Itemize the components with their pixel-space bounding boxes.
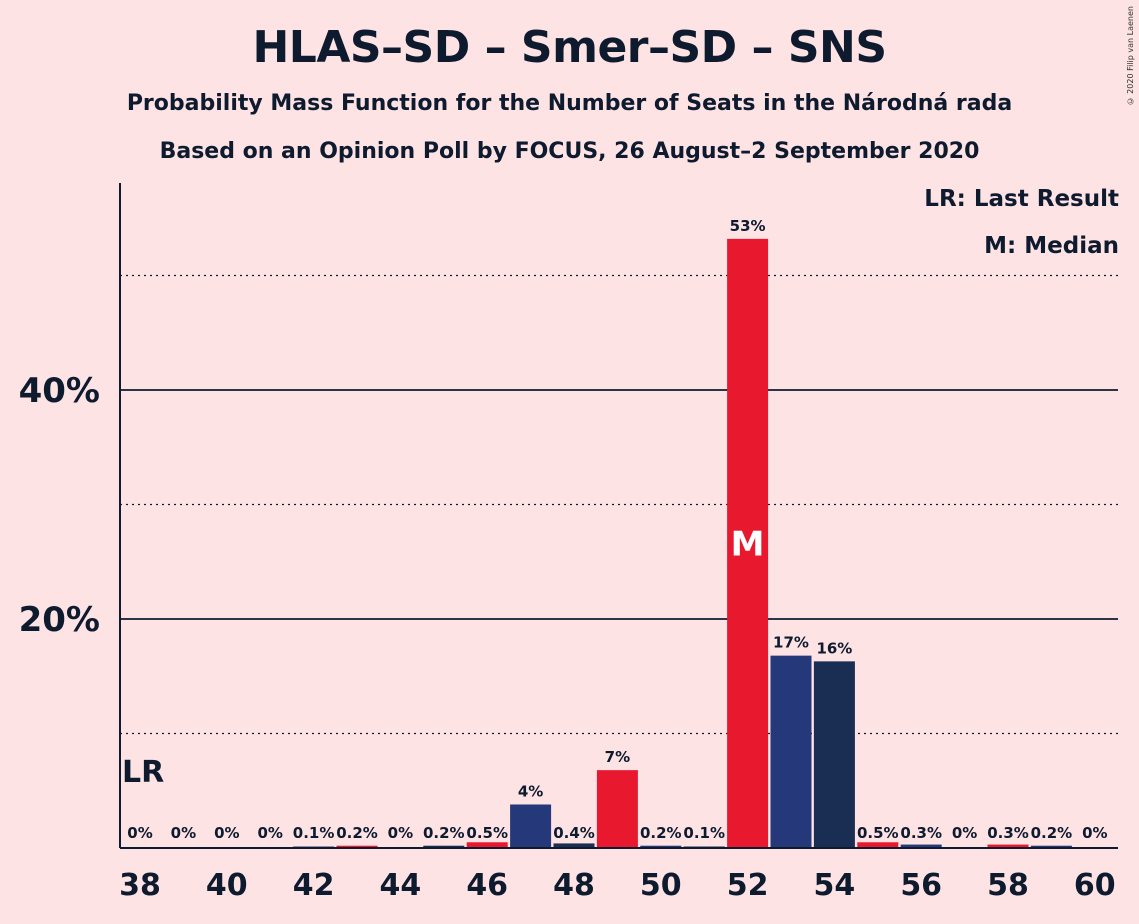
bar-seat-47 (510, 804, 552, 848)
data-label-seat-42: 0.1% (293, 824, 335, 842)
data-label-seat-53: 17% (773, 634, 809, 652)
bar-seat-46 (466, 842, 508, 848)
data-label-seat-43: 0.2% (336, 824, 378, 842)
bar-seat-59 (1030, 845, 1072, 848)
chart-title: HLAS–SD – Smer–SD – SNS (252, 22, 887, 73)
data-label-seat-48: 0.4% (553, 824, 595, 842)
legend-median: M: Median (984, 233, 1119, 259)
x-tick-label: 48 (553, 868, 595, 903)
bar-seat-53 (770, 655, 812, 848)
bar-seat-52 (727, 238, 769, 849)
data-label-seat-41: 0% (257, 824, 282, 842)
data-label-seat-60: 0% (1082, 824, 1107, 842)
x-tick-label: 38 (119, 868, 161, 903)
data-label-seat-52: 53% (730, 217, 766, 235)
bars (293, 238, 1072, 849)
y-tick-label: 20% (19, 600, 100, 640)
data-label-seat-39: 0% (171, 824, 196, 842)
data-label-seat-51: 0.1% (683, 824, 725, 842)
data-label-seat-58: 0.3% (987, 824, 1029, 842)
x-tick-label: 40 (206, 868, 248, 903)
bar-seat-58 (987, 844, 1029, 848)
x-tick-label: 58 (987, 868, 1029, 903)
x-tick-label: 60 (1074, 868, 1116, 903)
bar-seat-54 (813, 661, 855, 848)
x-tick-label: 42 (293, 868, 335, 903)
data-label-seat-55: 0.5% (857, 824, 899, 842)
x-tick-label: 44 (380, 868, 422, 903)
x-tick-label: 50 (640, 868, 682, 903)
chart-subtitle: Probability Mass Function for the Number… (126, 91, 1013, 116)
data-label-seat-54: 16% (816, 639, 852, 657)
x-tick-label: 52 (727, 868, 769, 903)
bar-seat-43 (336, 845, 378, 848)
x-tick-label: 46 (466, 868, 508, 903)
data-label-seat-44: 0% (388, 824, 413, 842)
bar-seat-56 (900, 844, 942, 848)
median-marker: M (731, 524, 765, 564)
axes: 20% 40% 38 40 42 44 46 48 50 52 54 56 58 60 (19, 183, 1118, 903)
bar-seat-45 (423, 845, 465, 848)
data-label-seat-47: 4% (518, 782, 543, 800)
data-label-seat-59: 0.2% (1031, 824, 1073, 842)
legend-last-result: LR: Last Result (924, 186, 1119, 212)
data-label-seat-40: 0% (214, 824, 239, 842)
bar-seat-48 (553, 843, 595, 848)
x-tick-label: 54 (814, 868, 856, 903)
x-tick-label: 56 (900, 868, 942, 903)
bar-seat-50 (640, 845, 682, 848)
data-label-seat-50: 0.2% (640, 824, 682, 842)
bar-seat-49 (596, 770, 638, 848)
chart-source: Based on an Opinion Poll by FOCUS, 26 Au… (159, 139, 980, 164)
y-tick-label: 40% (19, 371, 100, 411)
bar-seat-55 (857, 842, 899, 848)
data-label-seat-45: 0.2% (423, 824, 465, 842)
last-result-marker: LR (122, 755, 164, 790)
gridlines (120, 274, 1118, 735)
data-labels: 0% 0% 0% 0% 0.1% 0.2% 0% 0.2% 0.5%4%0.4%7%0.2% 0.… (122, 217, 1108, 842)
data-label-seat-38: 0% (127, 824, 152, 842)
data-label-seat-57: 0% (952, 824, 977, 842)
data-label-seat-56: 0.3% (900, 824, 942, 842)
data-label-seat-49: 7% (605, 748, 630, 766)
data-label-seat-46: 0.5% (466, 824, 508, 842)
